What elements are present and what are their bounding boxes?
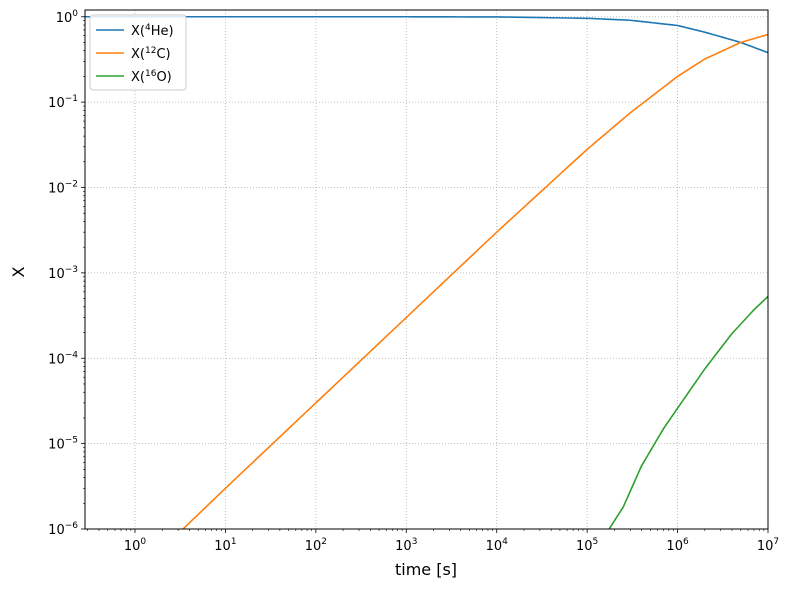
x-tick-label: 105 xyxy=(576,537,598,554)
x-tick-label: 101 xyxy=(214,537,236,554)
y-tick-label: 10−6 xyxy=(48,521,78,538)
y-tick-label: 10−2 xyxy=(48,180,78,197)
x-axis-label: time [s] xyxy=(395,560,457,579)
legend: X(4He) X(12C) X(16O) xyxy=(89,14,187,91)
legend-label-0: X(4He) xyxy=(131,23,174,39)
y-axis: 10−6 10−5 10−4 10−3 10−2 10−1 100 xyxy=(48,9,85,538)
x-axis: 100 101 102 103 104 105 106 107 xyxy=(87,529,779,554)
x-tick-label: 102 xyxy=(305,537,327,554)
axes-frame xyxy=(84,9,769,530)
x-tick-label: 104 xyxy=(486,537,509,554)
y-tick-label: 10−5 xyxy=(48,436,78,453)
y-tick-label: 100 xyxy=(56,9,79,26)
y-tick-label: 10−1 xyxy=(48,94,78,111)
series-layer xyxy=(85,15,768,529)
legend-label-1: X(12C) xyxy=(131,46,171,62)
series-line-0 xyxy=(85,15,768,54)
legend-label-2: X(16O) xyxy=(131,69,172,85)
y-tick-label: 10−4 xyxy=(48,350,78,367)
x-tick-label: 103 xyxy=(395,537,417,554)
x-tick-label: 100 xyxy=(124,537,147,554)
legend-box xyxy=(89,14,187,91)
y-tick-label: 10−3 xyxy=(48,265,78,282)
y-axis-label: X xyxy=(9,266,28,277)
series-line-1 xyxy=(182,33,768,529)
grid-lines xyxy=(85,10,769,530)
x-tick-label: 107 xyxy=(757,537,779,554)
series-line-2 xyxy=(608,295,768,529)
x-tick-label: 106 xyxy=(666,537,689,554)
